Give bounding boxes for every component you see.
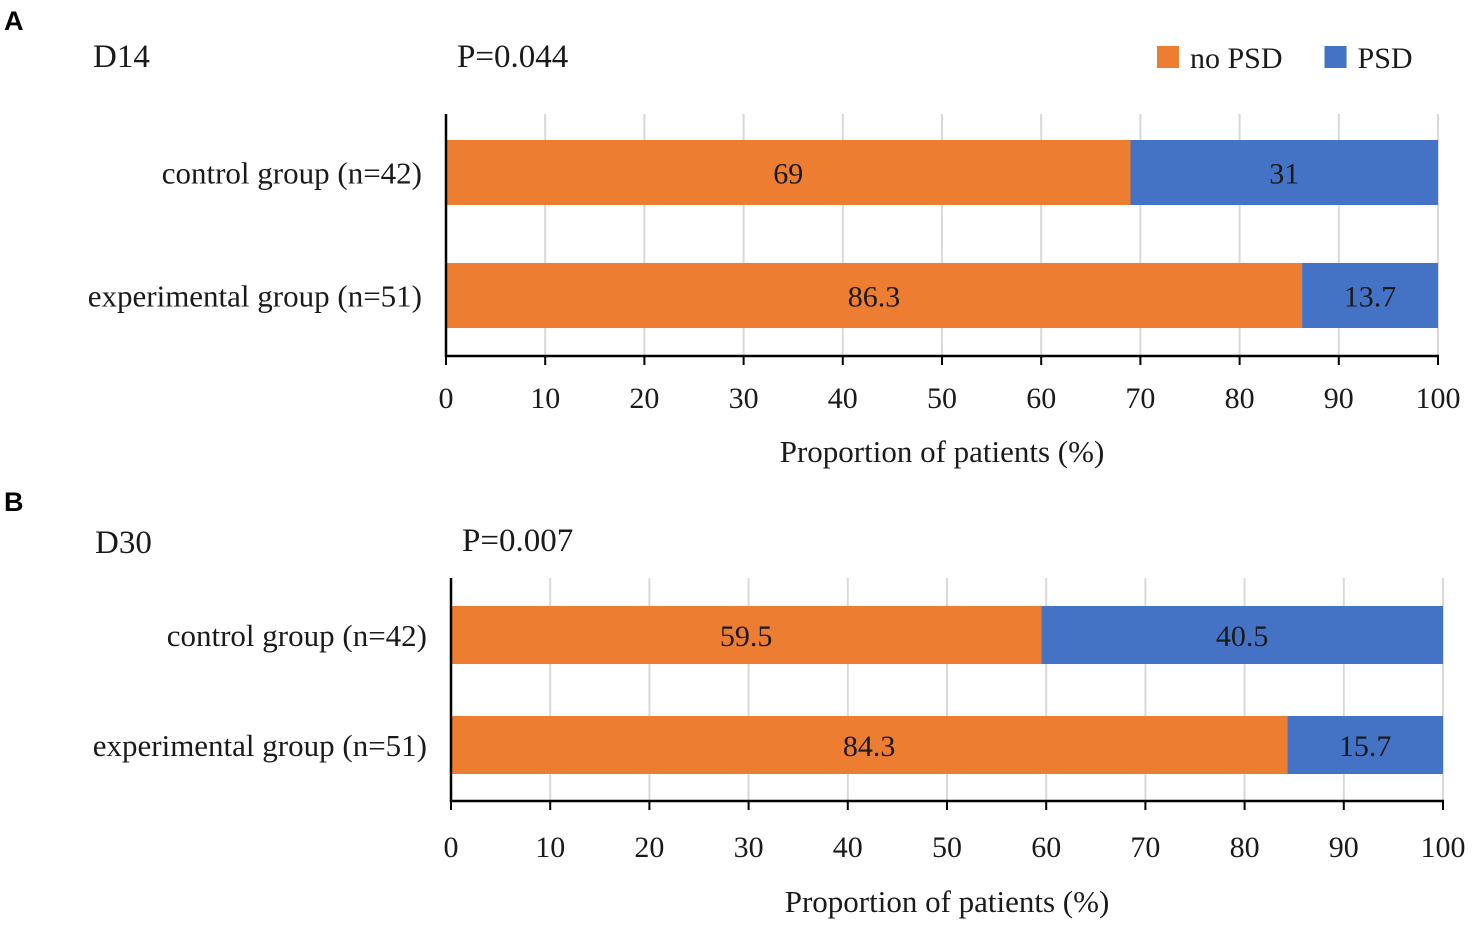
- panel-b-p-value: P=0.007: [462, 523, 573, 559]
- panel-b-tick-label-40: 40: [833, 831, 863, 864]
- panel-a-tick-label-30: 30: [729, 382, 759, 415]
- panel-b-tick-label-60: 60: [1031, 831, 1061, 864]
- panel-b-bar-control-no-psd: [451, 606, 1042, 664]
- panel-b-tick-label-20: 20: [634, 831, 664, 864]
- panel-b-bar-experimental-no-psd: [451, 716, 1288, 774]
- panel-b-title: D30: [95, 525, 152, 561]
- panel-a-tick-label-60: 60: [1026, 382, 1056, 415]
- panel-b-bar-experimental-psd: [1287, 716, 1443, 774]
- panel-b-data-label-experimental-psd: 15.7: [1339, 730, 1392, 763]
- panel-b-category-label-experimental: experimental group (n=51): [93, 728, 427, 763]
- panel-b-tick-label-90: 90: [1329, 831, 1359, 864]
- panel-a-tick-label-20: 20: [629, 382, 659, 415]
- panel-a-x-axis-label: Proportion of patients (%): [780, 434, 1105, 469]
- panel-a-data-label-control-no-psd: 69: [773, 158, 803, 191]
- panel-a-p-value: P=0.044: [457, 39, 568, 75]
- panel-b-tick-label-10: 10: [535, 831, 565, 864]
- panel-a-tick-label-50: 50: [927, 382, 957, 415]
- panel-a-chart: D14 P=0.044 69 31 control group (n=42) 86.3 13…: [88, 39, 1461, 469]
- panel-b-data-label-experimental-no-psd: 84.3: [843, 730, 896, 763]
- panel-a-tick-label-40: 40: [828, 382, 858, 415]
- panel-a-tick-label-100: 100: [1416, 382, 1461, 415]
- panel-a-bar-experimental-no-psd: [446, 263, 1303, 328]
- panel-b-tick-label-80: 80: [1230, 831, 1260, 864]
- legend-label-no-psd: no PSD: [1190, 42, 1283, 75]
- panel-a-tick-label-90: 90: [1324, 382, 1354, 415]
- panel-b-tick-label-0: 0: [444, 831, 459, 864]
- panel-a-bar-control-psd: [1130, 140, 1438, 205]
- legend-label-psd: PSD: [1358, 42, 1413, 75]
- panel-b-category-label-control: control group (n=42): [167, 618, 427, 653]
- legend-swatch-psd: [1324, 46, 1347, 68]
- panel-b-tick-label-50: 50: [932, 831, 962, 864]
- legend-swatch-no-psd: [1157, 46, 1179, 68]
- panel-a-title: D14: [93, 39, 150, 75]
- panel-b-chart: D30 P=0.007 59.5 40.5 control group (n=42) 84…: [93, 523, 1466, 919]
- panel-b-data-label-control-psd: 40.5: [1216, 620, 1269, 653]
- panel-a-bar-control-no-psd: [446, 140, 1131, 205]
- panel-a-tick-label-10: 10: [530, 382, 560, 415]
- panel-b-tick-label-70: 70: [1130, 831, 1160, 864]
- panel-a-tick-label-0: 0: [439, 382, 454, 415]
- panel-a-data-label-experimental-psd: 13.7: [1344, 281, 1397, 314]
- panel-a-data-label-control-psd: 31: [1269, 158, 1299, 191]
- panel-b-tick-label-100: 100: [1421, 831, 1466, 864]
- panel-a-data-label-experimental-no-psd: 86.3: [848, 281, 901, 314]
- panel-b-bar-control-psd: [1041, 606, 1443, 664]
- panel-a-tick-label-80: 80: [1225, 382, 1255, 415]
- panel-a-tick-label-70: 70: [1125, 382, 1155, 415]
- panel-a-category-label-experimental: experimental group (n=51): [88, 279, 422, 314]
- panel-letter-a: A: [4, 6, 24, 36]
- panel-b-x-axis-label: Proportion of patients (%): [785, 884, 1110, 919]
- panel-a-category-label-control: control group (n=42): [162, 156, 422, 191]
- panel-b-data-label-control-no-psd: 59.5: [720, 620, 773, 653]
- panel-b-tick-label-30: 30: [734, 831, 764, 864]
- panel-letter-b: B: [4, 487, 24, 517]
- panel-a-bar-experimental-psd: [1302, 263, 1438, 328]
